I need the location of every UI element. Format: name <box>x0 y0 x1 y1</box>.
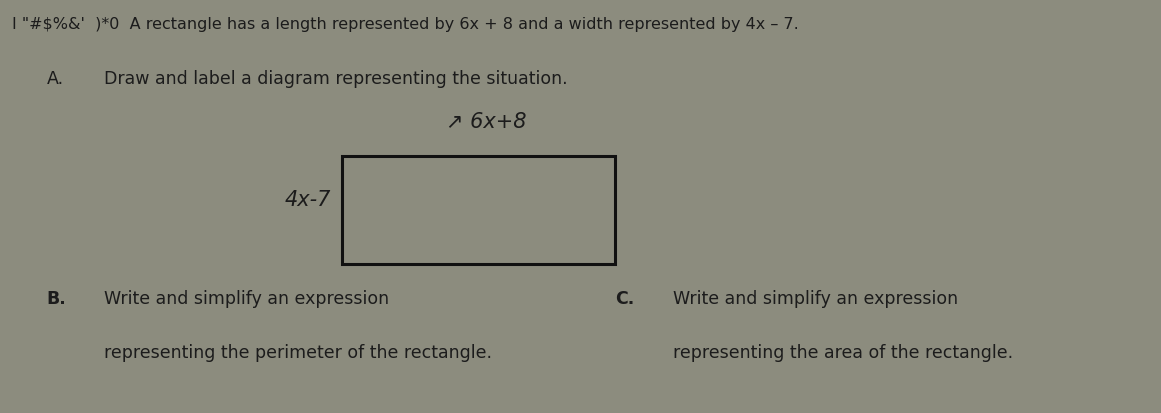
Text: I "#$%&'  )*0  A rectangle has a length represented by 6x + 8 and a width repres: I "#$%&' )*0 A rectangle has a length re… <box>12 17 799 31</box>
Text: 4x-7: 4x-7 <box>284 190 331 210</box>
Text: Draw and label a diagram representing the situation.: Draw and label a diagram representing th… <box>104 70 568 88</box>
Text: representing the area of the rectangle.: representing the area of the rectangle. <box>673 343 1014 361</box>
Text: B.: B. <box>46 289 66 307</box>
Text: ↗ 6x+8: ↗ 6x+8 <box>446 112 527 132</box>
Text: C.: C. <box>615 289 635 307</box>
Text: A.: A. <box>46 70 64 88</box>
Text: representing the perimeter of the rectangle.: representing the perimeter of the rectan… <box>104 343 492 361</box>
Text: Write and simplify an expression: Write and simplify an expression <box>673 289 959 307</box>
Bar <box>342 157 615 264</box>
Text: Write and simplify an expression: Write and simplify an expression <box>104 289 390 307</box>
